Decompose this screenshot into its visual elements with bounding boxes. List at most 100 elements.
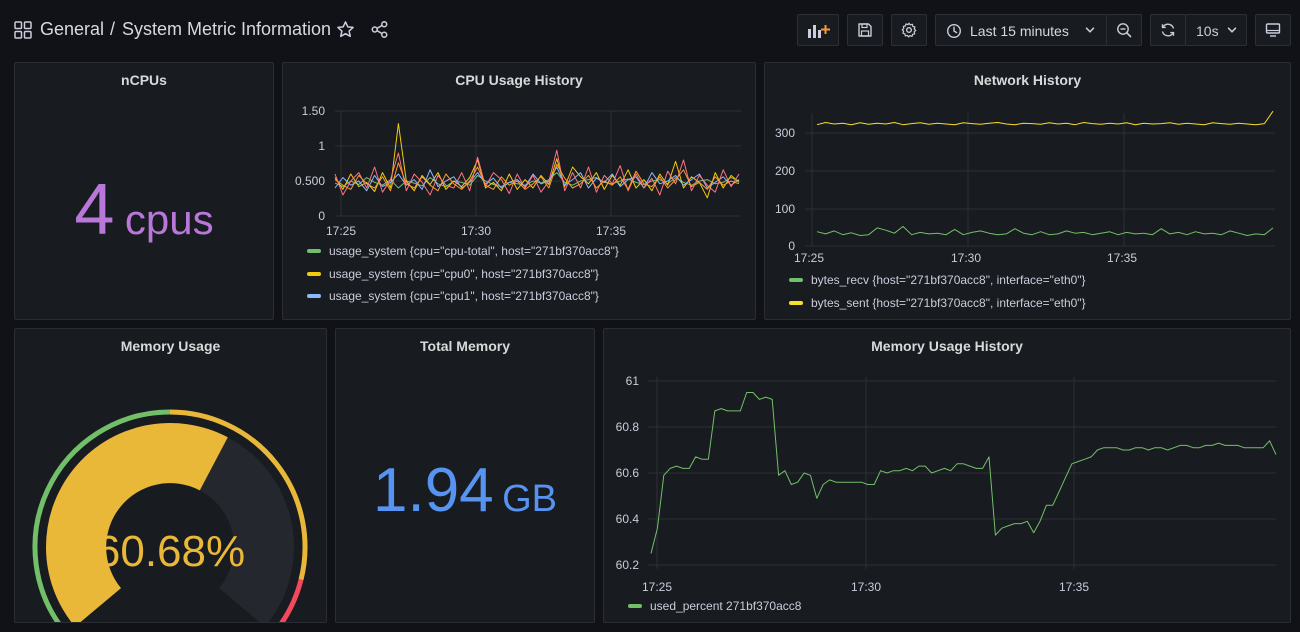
gauge-value-fill	[46, 423, 228, 622]
refresh-button[interactable]	[1150, 14, 1186, 46]
tv-mode-button[interactable]	[1255, 14, 1291, 46]
y-tick-label: 1.50	[302, 104, 326, 118]
panel-title: nCPUs	[121, 72, 167, 88]
x-tick-label: 17:25	[326, 224, 356, 238]
save-dashboard-button[interactable]	[847, 14, 883, 46]
y-tick-label: 60.8	[616, 420, 640, 434]
breadcrumb-separator: /	[110, 19, 116, 39]
monitor-icon	[1265, 23, 1281, 37]
network-x-axis: 17:25 17:30 17:35	[765, 251, 1290, 267]
ncpus-unit: cpus	[124, 196, 214, 243]
memory-grid	[648, 377, 1276, 569]
panel-memory-usage[interactable]: Memory Usage 60.68%	[14, 328, 327, 623]
y-tick-label: 100	[775, 202, 795, 216]
ncpus-value: 4	[74, 170, 115, 250]
dashboards-grid-icon[interactable]	[14, 21, 32, 39]
refresh-icon	[1161, 23, 1175, 37]
add-panel-button[interactable]	[797, 14, 839, 46]
series-line-1	[816, 110, 1274, 126]
panel-title: Total Memory	[420, 338, 510, 354]
network-series-lines	[816, 110, 1274, 236]
panel-title: CPU Usage History	[455, 72, 583, 88]
legend-item[interactable]: bytes_recv {host="271bf370acc8", interfa…	[789, 269, 1086, 292]
legend-item[interactable]: usage_system {cpu="cpu0", host="271bf370…	[307, 263, 619, 286]
legend-item[interactable]: used_percent 271bf370acc8	[628, 595, 801, 618]
zoom-out-icon	[1117, 23, 1132, 38]
total-memory-stat: 1.94 GB	[336, 455, 594, 526]
series-line-0	[816, 225, 1274, 236]
settings-button[interactable]	[891, 14, 927, 46]
x-tick-label: 17:25	[794, 251, 825, 265]
time-range-label: Last 15 minutes	[970, 23, 1069, 39]
chevron-down-icon	[1227, 27, 1237, 33]
breadcrumb-folder[interactable]: General	[40, 19, 105, 39]
legend-swatch	[789, 300, 803, 305]
y-tick-label: 60.6	[616, 466, 640, 480]
legend-swatch	[307, 271, 321, 276]
y-tick-label: 60.4	[616, 512, 640, 526]
memory-gauge	[32, 409, 308, 622]
legend-item[interactable]: usage_system {cpu="cpu-total", host="271…	[307, 240, 619, 263]
network-grid	[805, 113, 1275, 247]
x-tick-label: 17:25	[642, 580, 672, 594]
top-bar: General / System Metric Information	[0, 0, 1300, 60]
cpu-series-lines	[334, 123, 740, 199]
legend-label: usage_system {cpu="cpu1", host="271bf370…	[329, 289, 599, 304]
x-tick-label: 17:35	[1059, 580, 1089, 594]
memory-legend: used_percent 271bf370acc8	[628, 595, 801, 618]
cpu-legend: usage_system {cpu="cpu-total", host="271…	[307, 240, 619, 308]
network-legend: bytes_recv {host="271bf370acc8", interfa…	[789, 269, 1086, 314]
legend-item[interactable]: bytes_sent {host="271bf370acc8", interfa…	[789, 292, 1086, 315]
panel-cpu-history[interactable]: CPU Usage History 1.50 1 0.500 0 17:25 1…	[282, 62, 756, 320]
legend-swatch	[789, 278, 803, 283]
share-icon[interactable]	[370, 20, 389, 39]
y-tick-label: 0	[788, 239, 795, 253]
x-tick-label: 17:30	[951, 251, 982, 265]
legend-label: bytes_recv {host="271bf370acc8", interfa…	[811, 273, 1086, 288]
y-tick-label: 300	[775, 126, 795, 140]
x-tick-label: 17:35	[1107, 251, 1138, 265]
legend-item[interactable]: usage_system {cpu="cpu1", host="271bf370…	[307, 285, 619, 308]
clock-icon	[946, 23, 962, 39]
y-tick-label: 61	[626, 374, 640, 388]
y-tick-label: 0	[318, 209, 325, 223]
refresh-interval-label: 10s	[1196, 23, 1219, 39]
legend-label: bytes_sent {host="271bf370acc8", interfa…	[811, 295, 1086, 310]
gauge-threshold-green	[32, 409, 171, 622]
legend-label: used_percent 271bf370acc8	[650, 599, 802, 614]
total-memory-unit: GB	[502, 478, 558, 520]
memory-usage-value: 60.68%	[95, 527, 246, 576]
star-icon[interactable]	[336, 20, 355, 39]
panel-network-history[interactable]: Network History 300 200 100 0 17:25 17:3…	[764, 62, 1291, 320]
legend-label: usage_system {cpu="cpu-total", host="271…	[329, 244, 619, 259]
chevron-down-icon	[1085, 27, 1095, 33]
zoom-out-button[interactable]	[1106, 14, 1142, 46]
panel-memory-history[interactable]: Memory Usage History 61 60.8 60.6 60.4 6…	[603, 328, 1291, 623]
legend-swatch	[307, 294, 321, 299]
gauge-arcs	[32, 409, 308, 622]
x-tick-label: 17:35	[596, 224, 626, 238]
legend-label: usage_system {cpu="cpu0", host="271bf370…	[329, 266, 599, 281]
gauge-threshold-yellow	[169, 409, 308, 581]
y-tick-label: 200	[775, 164, 795, 178]
total-memory-value: 1.94	[372, 456, 494, 525]
time-range-picker[interactable]: Last 15 minutes	[935, 14, 1107, 46]
memory-series-lines	[650, 392, 1277, 554]
panel-ncpus[interactable]: nCPUs 4 cpus	[14, 62, 274, 320]
memory-chart: 61 60.8 60.6 60.4 60.2 17:25 17:30 17:35	[616, 374, 1277, 594]
y-tick-label: 1	[318, 139, 325, 153]
dashboard-title[interactable]: System Metric Information	[122, 19, 332, 39]
panel-title: Memory Usage History	[871, 338, 1023, 354]
cpu-chart: 1.50 1 0.500 0 17:25 17:30 17:35	[295, 104, 741, 238]
panel-total-memory[interactable]: Total Memory 1.94 GB	[335, 328, 595, 623]
panel-title: Memory Usage	[120, 338, 221, 354]
legend-swatch	[628, 604, 642, 609]
add-panel-icon	[808, 25, 830, 38]
refresh-interval-picker[interactable]: 10s	[1185, 14, 1247, 46]
series-line-0	[650, 392, 1277, 554]
series-line-1	[334, 123, 740, 199]
series-line-4	[334, 162, 740, 192]
x-tick-label: 17:30	[851, 580, 881, 594]
gauge-threshold-red	[279, 579, 304, 622]
network-chart: 300 200 100 0	[775, 110, 1275, 253]
